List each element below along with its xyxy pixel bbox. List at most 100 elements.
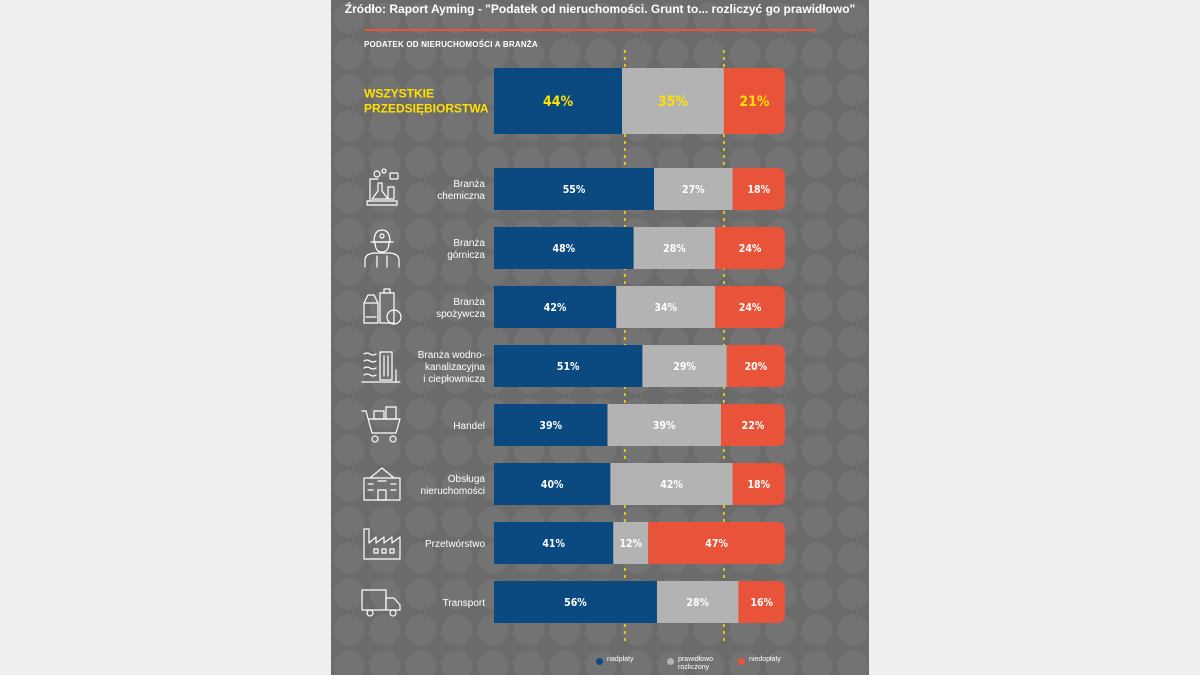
bar-segment-nadplaty [494, 581, 657, 623]
bar-segment-niedoplaty [723, 68, 785, 134]
value-label-nadplaty: 56% [564, 597, 587, 609]
bar-row-branza-gornicza: 48% 28% 24% Branża górnicza [364, 227, 785, 269]
water-plant-icon [361, 351, 401, 383]
value-label-prawidlowo: 28% [663, 243, 686, 255]
bar-segment-niedoplaty [648, 522, 785, 564]
bar-segment-nadplaty [494, 168, 655, 210]
bar-row-wszystkie-przedsiebiorstwa: 44% 35% 21% WSZYSTKIE PRZEDSIĘBIORSTWA [364, 68, 785, 134]
bar-segment-nadplaty [494, 227, 634, 269]
bar-row-przetworstwo: 41% 12% 47% Przetwórstwo [363, 522, 785, 564]
category-label: Branża chemiczna [437, 179, 485, 202]
category-label-line: Branża [453, 238, 485, 249]
category-label: Branża spożywcza [436, 297, 485, 320]
bar-segment-niedoplaty [738, 581, 785, 623]
bar-row-branza-chemiczna: 55% 27% 18% Branża chemiczna [366, 168, 785, 210]
legend: nadpłaty prawidłowo rozliczony niedopłat… [596, 656, 866, 675]
bar-segment-niedoplaty [715, 286, 785, 328]
infographic-panel: Źródło: Raport Ayming - "Podatek od nier… [331, 0, 869, 675]
bar-row-handel: 39% 39% 22% Handel [361, 404, 785, 446]
bar-segment-nadplaty [494, 404, 608, 446]
category-label-line: chemiczna [437, 191, 485, 202]
bar-segment-niedoplaty [720, 404, 785, 446]
legend-item-nadplaty: nadpłaty [596, 656, 633, 665]
bar-segment-niedoplaty [726, 345, 785, 387]
bar-segment-prawidlowo [654, 168, 733, 210]
category-label: Obsługa nieruchomości [421, 474, 486, 497]
category-label: Transport [443, 598, 486, 609]
value-label-niedoplaty: 24% [739, 243, 762, 255]
bar-row-branza-wodno-kanalizacyjna-i-cieplownicza: 51% 29% 20% Branża wodno-kanalizacyjna i cie… [361, 345, 785, 387]
category-label-line: Transport [443, 598, 486, 609]
category-label: Branża wodno-kanalizacyjna i ciepłownicza [418, 350, 486, 385]
category-label: Przetwórstwo [425, 539, 485, 550]
category-label-line: Przetwórstwo [425, 539, 485, 550]
bar-segment-prawidlowo [613, 522, 649, 564]
value-label-prawidlowo: 42% [660, 479, 683, 491]
cart-icon [361, 406, 401, 443]
bar-segment-niedoplaty [715, 227, 785, 269]
category-label-line: nieruchomości [421, 486, 485, 497]
miner-icon [364, 229, 400, 268]
bar-segment-nadplaty [494, 463, 611, 505]
value-label-prawidlowo: 34% [654, 302, 677, 314]
value-label-prawidlowo: 35% [658, 94, 689, 110]
legend-label-prawidlowo: prawidłowo rozliczony [678, 656, 714, 671]
category-label: WSZYSTKIE PRZEDSIĘBIORSTWA [364, 87, 489, 116]
bar-row-obsluga-nieruchomosci: 40% 42% 18% Obsługa nieruchomości [363, 463, 785, 505]
category-label-line: Obsługa [448, 474, 486, 485]
stacked-bar-chart: 44% 35% 21% WSZYSTKIE PRZEDSIĘBIORSTWA 55% 27%… [361, 50, 785, 645]
bar-segment-niedoplaty [732, 463, 785, 505]
value-label-nadplaty: 55% [563, 184, 586, 196]
chemistry-icon [366, 168, 399, 206]
bar-segment-nadplaty [494, 522, 614, 564]
bar-segment-prawidlowo [622, 68, 724, 134]
category-label-line: Branża [453, 297, 485, 308]
value-label-niedoplaty: 18% [747, 184, 770, 196]
legend-swatch-nadplaty [596, 658, 603, 665]
legend-item-niedoplaty: niedopłaty [738, 656, 781, 665]
bar-segment-prawidlowo [633, 227, 716, 269]
value-label-niedoplaty: 47% [705, 538, 728, 550]
legend-swatch-prawidlowo [667, 658, 674, 665]
legend-swatch-niedoplaty [738, 658, 745, 665]
food-icon [363, 288, 402, 325]
legend-item-prawidlowo: prawidłowo rozliczony [667, 656, 718, 672]
category-label: Handel [453, 421, 485, 432]
header-rule [364, 29, 816, 31]
category-label-line: spożywcza [436, 309, 485, 320]
category-label-line: Handel [453, 421, 485, 432]
legend-label-nadplaty: nadpłaty [607, 656, 634, 663]
bar-row-branza-spozywcza: 42% 34% 24% Branża spożywcza [363, 286, 785, 328]
value-label-prawidlowo: 12% [619, 538, 642, 550]
value-label-niedoplaty: 18% [747, 479, 770, 491]
bar-segment-nadplaty [494, 345, 643, 387]
chart-rows: 44% 35% 21% WSZYSTKIE PRZEDSIĘBIORSTWA 55% 27%… [361, 68, 785, 623]
value-label-niedoplaty: 20% [745, 361, 768, 373]
value-label-niedoplaty: 22% [742, 420, 765, 432]
category-label: Branża górnicza [447, 238, 485, 261]
bar-segment-prawidlowo [642, 345, 727, 387]
legend-label-niedoplaty: niedopłaty [749, 656, 781, 663]
category-label-line: WSZYSTKIE [364, 87, 434, 101]
bar-segment-prawidlowo [616, 286, 716, 328]
value-label-niedoplaty: 24% [739, 302, 762, 314]
chart-subtitle: PODATEK OD NIERUCHOMOŚCI A BRANŻA [364, 40, 538, 49]
category-label-line: i ciepłownicza [423, 374, 485, 385]
value-label-niedoplaty: 16% [750, 597, 773, 609]
source-caption: Źródło: Raport Ayming - "Podatek od nier… [344, 2, 856, 16]
category-label-line: kanalizacyjna [425, 362, 485, 373]
category-label-line: PRZEDSIĘBIORSTWA [364, 102, 489, 116]
category-label-line: Branża [453, 179, 485, 190]
value-label-nadplaty: 48% [553, 243, 576, 255]
reference-lines [624, 50, 725, 645]
value-label-prawidlowo: 27% [682, 184, 705, 196]
value-label-prawidlowo: 28% [686, 597, 709, 609]
value-label-nadplaty: 42% [544, 302, 567, 314]
category-label-line: górnicza [447, 250, 485, 261]
value-label-nadplaty: 39% [539, 420, 562, 432]
building-icon [363, 467, 401, 501]
value-label-prawidlowo: 29% [673, 361, 696, 373]
bar-segment-prawidlowo [607, 404, 721, 446]
bar-segment-nadplaty [494, 68, 623, 134]
bar-segment-niedoplaty [732, 168, 785, 210]
